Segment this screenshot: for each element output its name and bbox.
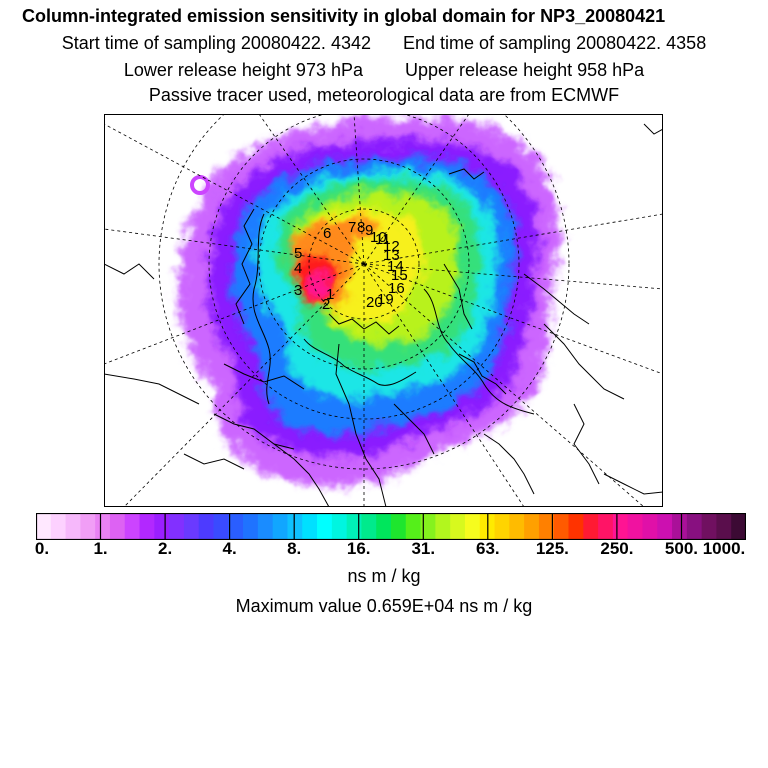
colorbar-cell [80,513,96,540]
colorbar-cell [391,513,407,540]
colorbar-cell [317,513,333,540]
colorbar-cell [450,513,466,540]
colorbar-cell [509,513,525,540]
colorbar-tick-label: 63. [475,539,500,558]
colorbar-cell [553,513,569,540]
colorbar-cell [627,513,643,540]
colorbar-cell [686,513,703,540]
colorbar-tick-label: 500. [664,539,698,558]
colorbar-tick-label: 31. [411,539,436,558]
coastlines [104,123,663,507]
colorbar-tick-label: 0. [34,539,50,558]
colorbar-cell [716,513,732,540]
colorbar-cell [228,513,244,540]
graticule [104,114,663,507]
colorbar-cell [36,513,52,540]
map-frame [104,114,663,507]
colorbar-cell [524,513,540,540]
sensitivity-plume [178,116,560,487]
colorbar-cell [420,513,436,540]
track-label: 7 [348,219,356,236]
colorbar-cell [642,513,658,540]
colorbar-cell [657,513,673,540]
colorbar-tick-label: 1000. [702,539,746,558]
colorbar-tick-label: 1. [93,539,108,558]
colorbar-cell [435,513,451,540]
colorbar-cell [346,513,362,540]
track-label: 3 [294,282,302,299]
colorbar-tick-label: 16. [346,539,371,558]
colorbar-cell [302,513,318,540]
track-label: 5 [294,245,302,262]
track-label: 15 [391,267,408,284]
colorbar-cell [183,513,200,540]
track-label: 10 [370,229,387,246]
track-label: 4 [294,260,302,277]
track-label: 14 [387,258,404,275]
colorbar-cell [65,513,81,540]
colorbar-cell [213,513,229,540]
colorbar-cell [672,513,688,540]
colorbar-cell [583,513,599,540]
colorbar-tick-label: 125. [535,539,569,558]
colorbar-tick-label: 250. [600,539,634,558]
colorbar-cell [598,513,614,540]
sampling-times: Start time of sampling 20080422. 4342 End… [0,33,768,54]
track-label: 19 [377,291,394,308]
track-label: 6 [323,225,331,242]
colorbar-cell [272,513,288,540]
colorbar-cell [139,513,155,540]
colorbar-unit: ns m / kg [347,566,421,586]
colorbar-cell [464,513,481,540]
lower-release-height: Lower release height 973 hPa [123,60,363,80]
colorbar-cell [257,513,274,540]
colorbar-cell [494,513,510,540]
colorbar-tick-label: 2. [157,539,173,558]
track-label: 8 [357,219,365,236]
end-time: End time of sampling 20080422. 4358 [402,33,707,53]
colorbar-cell [568,513,584,540]
track-label: 16 [388,280,405,297]
track-label: 11 [375,231,391,248]
colorbar-cell [612,513,629,540]
maximum-value: Maximum value 0.659E+04 ns m / kg [235,596,533,616]
map-title: Column-integrated emission sensitivity i… [22,6,666,26]
colorbar-cell [109,513,126,540]
colorbar-cell [154,513,170,540]
colorbar-cell [376,513,392,540]
track-label: 12 [383,238,400,255]
release-heights: Lower release height 973 hPa Upper releas… [0,60,768,81]
colorbar-cell [243,513,259,540]
colorbar-cell [361,513,377,540]
track-label: 2 [322,296,330,313]
start-time: Start time of sampling 20080422. 4342 [61,33,371,53]
colorbar-cell [124,513,141,540]
colorbar-tick-label: 4. [222,539,237,558]
colorbar-cell [95,513,111,540]
colorbar-cell [169,513,185,540]
colorbar-cell [538,513,555,540]
track-label: 9 [365,222,373,239]
colorbar-cell [701,513,717,540]
track-label: 1 [326,286,334,303]
colorbar-tick-label: 8. [287,539,302,558]
track-label: 20 [366,294,383,311]
colorbar-cell [287,513,303,540]
tracer-info: Passive tracer used, meteorological data… [148,85,620,105]
upper-release-height: Upper release height 958 hPa [405,60,645,80]
colorbar [36,513,746,540]
colorbar-cell [731,513,746,540]
track-label: 13 [383,247,400,264]
colorbar-cell [405,513,422,540]
colorbar-cell [198,513,214,540]
colorbar-cell [50,513,67,540]
colorbar-cell [331,513,348,540]
